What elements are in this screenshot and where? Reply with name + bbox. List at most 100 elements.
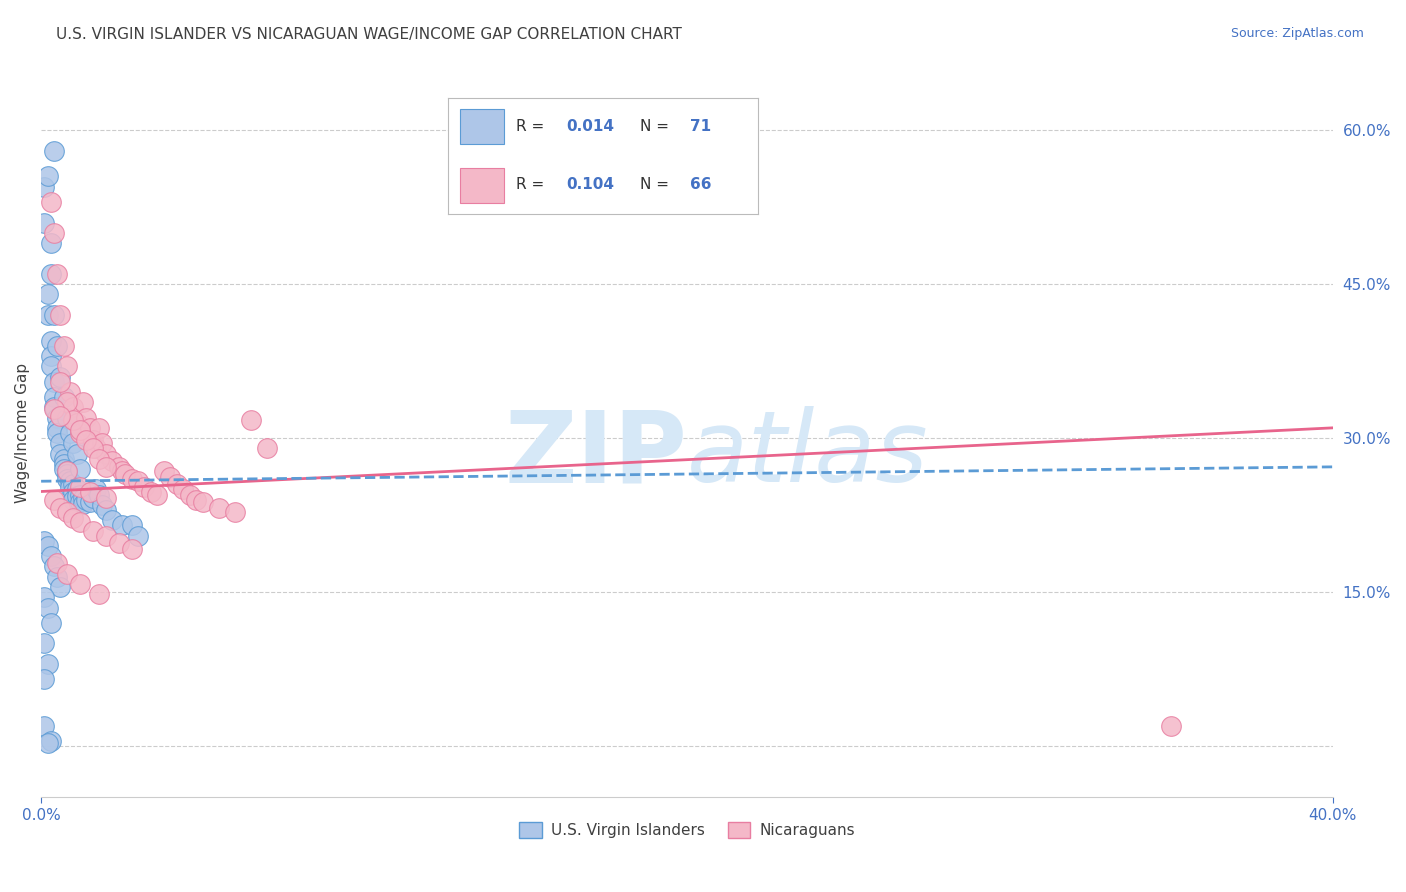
- Point: [37, 169, 59, 184]
- Point: [69, 423, 91, 437]
- Point: [62, 492, 84, 507]
- Point: [34, 718, 56, 732]
- Point: [179, 487, 201, 501]
- Point: [59, 425, 82, 440]
- Point: [89, 487, 111, 501]
- Point: [39, 549, 62, 564]
- Point: [37, 657, 59, 671]
- Point: [59, 384, 82, 399]
- Point: [72, 491, 94, 505]
- Point: [91, 498, 114, 512]
- Point: [69, 487, 91, 501]
- Point: [84, 483, 107, 497]
- Point: [66, 416, 89, 430]
- Point: [42, 226, 65, 240]
- Point: [34, 673, 56, 687]
- Point: [101, 453, 124, 467]
- Point: [75, 410, 97, 425]
- Point: [46, 570, 69, 584]
- Point: [56, 566, 79, 581]
- Point: [91, 436, 114, 450]
- Point: [39, 194, 62, 209]
- Text: atlas: atlas: [688, 407, 928, 503]
- Text: U.S. VIRGIN ISLANDER VS NICARAGUAN WAGE/INCOME GAP CORRELATION CHART: U.S. VIRGIN ISLANDER VS NICARAGUAN WAGE/…: [56, 27, 682, 42]
- Point: [42, 402, 65, 417]
- Point: [72, 497, 94, 511]
- Point: [224, 505, 246, 519]
- Point: [146, 487, 169, 501]
- Point: [107, 459, 129, 474]
- Point: [82, 524, 104, 538]
- Point: [49, 409, 72, 423]
- Point: [46, 557, 69, 571]
- Point: [107, 536, 129, 550]
- Point: [46, 267, 69, 281]
- Point: [37, 539, 59, 553]
- Point: [42, 559, 65, 574]
- Point: [191, 495, 214, 509]
- Point: [37, 308, 59, 322]
- Point: [52, 339, 75, 353]
- Point: [127, 529, 149, 543]
- Point: [79, 495, 101, 509]
- Point: [89, 587, 111, 601]
- Point: [39, 359, 62, 374]
- Point: [34, 215, 56, 229]
- Point: [134, 480, 156, 494]
- Point: [101, 513, 124, 527]
- Point: [46, 421, 69, 435]
- Point: [184, 492, 207, 507]
- Point: [39, 615, 62, 630]
- Point: [56, 505, 79, 519]
- Point: [172, 483, 194, 497]
- Point: [127, 475, 149, 489]
- Point: [94, 503, 117, 517]
- Point: [62, 401, 84, 415]
- Point: [34, 636, 56, 650]
- Text: ZIP: ZIP: [505, 407, 688, 503]
- Point: [49, 436, 72, 450]
- Point: [37, 600, 59, 615]
- Legend: U.S. Virgin Islanders, Nicaraguans: U.S. Virgin Islanders, Nicaraguans: [513, 816, 862, 845]
- Point: [52, 390, 75, 404]
- Point: [46, 339, 69, 353]
- Point: [208, 500, 231, 515]
- Point: [56, 395, 79, 409]
- Point: [39, 235, 62, 250]
- Point: [94, 529, 117, 543]
- Point: [75, 492, 97, 507]
- Point: [39, 334, 62, 348]
- Point: [240, 412, 263, 426]
- Point: [84, 442, 107, 456]
- Point: [37, 287, 59, 301]
- Point: [39, 349, 62, 363]
- Point: [82, 433, 104, 447]
- Point: [46, 425, 69, 440]
- Point: [72, 395, 94, 409]
- Point: [79, 484, 101, 499]
- Point: [153, 464, 176, 478]
- Point: [69, 425, 91, 440]
- Point: [1160, 718, 1182, 732]
- Point: [56, 472, 79, 486]
- Point: [49, 446, 72, 460]
- Point: [52, 457, 75, 471]
- Point: [94, 446, 117, 460]
- Point: [49, 500, 72, 515]
- Point: [62, 484, 84, 499]
- Point: [69, 516, 91, 530]
- Point: [59, 480, 82, 494]
- Point: [166, 477, 188, 491]
- Point: [79, 421, 101, 435]
- Point: [34, 179, 56, 194]
- Point: [42, 308, 65, 322]
- Point: [34, 591, 56, 605]
- Point: [89, 451, 111, 466]
- Point: [42, 375, 65, 389]
- Point: [69, 495, 91, 509]
- Point: [139, 484, 162, 499]
- Point: [56, 464, 79, 478]
- Point: [94, 491, 117, 505]
- Point: [111, 518, 134, 533]
- Point: [42, 401, 65, 415]
